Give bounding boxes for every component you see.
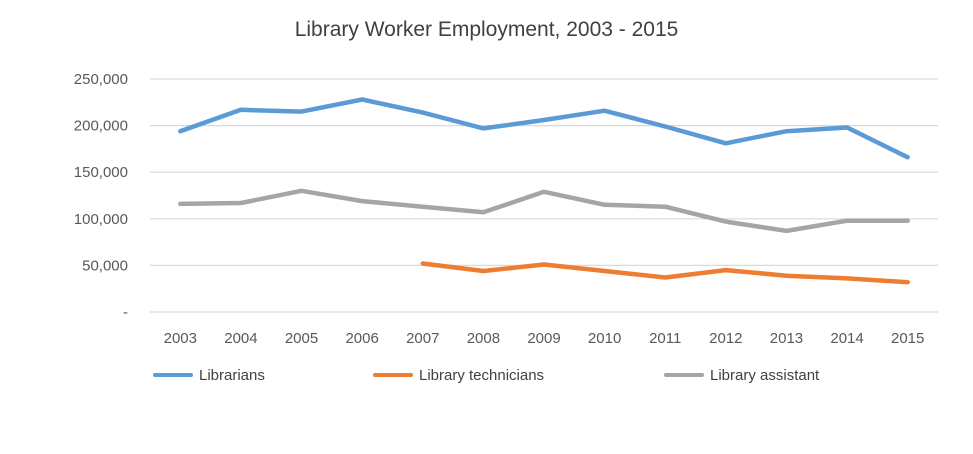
legend-label: Library technicians [419,366,545,384]
legend-item-librarians: Librarians [153,364,265,386]
y-tick-label: 50,000 [82,257,128,274]
x-tick-label: 2012 [709,330,742,347]
x-tick-label: 2015 [891,330,924,347]
chart-title: Library Worker Employment, 2003 - 2015 [294,18,679,41]
series-line-librarians [178,97,910,160]
legend-label: Librarians [199,366,265,384]
y-tick-label: 200,000 [74,118,128,135]
x-tick-label: 2013 [770,330,803,347]
x-tick-label: 2003 [164,330,197,347]
y-tick-label: - [123,304,128,321]
x-tick-label: 2010 [588,330,621,347]
x-tick-label: 2008 [467,330,500,347]
legend-swatch-library-assistant [664,373,704,377]
x-tick-label: 2009 [527,330,560,347]
x-tick-label: 2005 [285,330,318,347]
x-tick-label: 2007 [406,330,439,347]
y-tick-label: 150,000 [74,164,128,181]
y-tick-label: 100,000 [74,211,128,228]
series-line-library-technicians [420,261,910,285]
x-tick-label: 2014 [830,330,863,347]
legend-item-library-assistant: Library assistant [664,364,819,386]
x-tick-label: 2004 [224,330,257,347]
legend-label: Library assistant [710,366,820,384]
x-tick-label: 2011 [649,330,681,347]
series-line-library-assistant [178,188,910,234]
legend-swatch-librarians [153,373,193,377]
legend-item-library-technicians: Library technicians [373,364,544,386]
legend-swatch-library-technicians [373,373,413,377]
x-tick-label: 2006 [345,330,378,347]
y-tick-label: 250,000 [74,71,128,88]
